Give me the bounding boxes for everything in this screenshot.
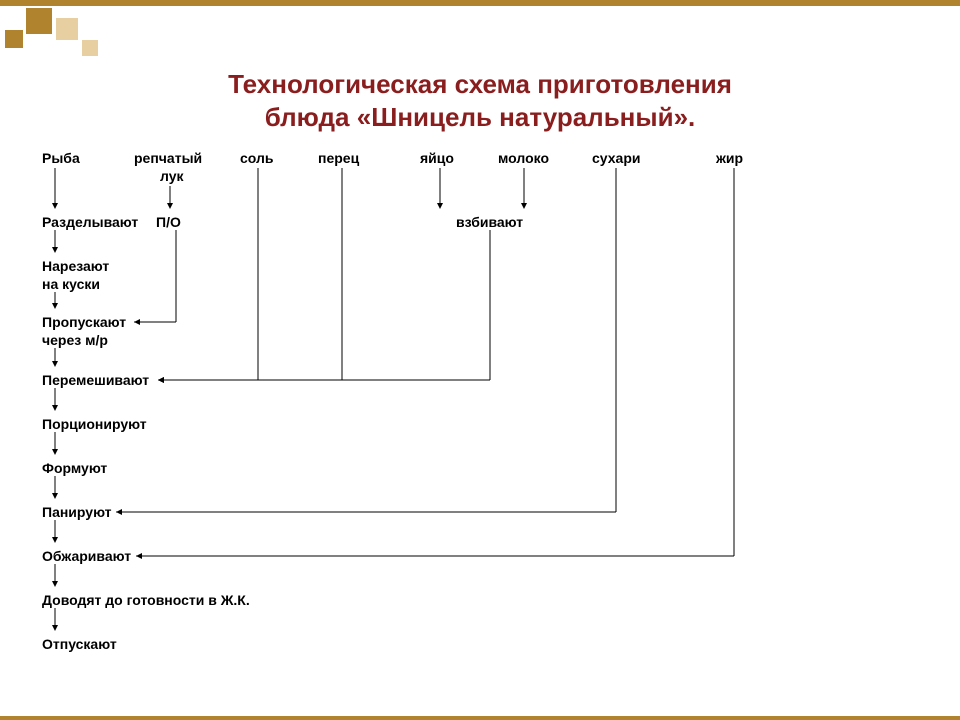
deco-square-3 bbox=[82, 40, 98, 56]
ingredient-onion2: лук bbox=[160, 168, 184, 184]
ingredient-pepper: перец bbox=[318, 150, 359, 166]
step-s1: Разделывают bbox=[42, 214, 138, 230]
deco-square-2 bbox=[56, 18, 78, 40]
step-s2: Нарезают bbox=[42, 258, 109, 274]
step-s4: Перемешивают bbox=[42, 372, 149, 388]
title: Технологическая схема приготовления блюд… bbox=[0, 68, 960, 133]
deco-square-1 bbox=[26, 8, 52, 34]
ingredient-egg: яйцо bbox=[420, 150, 454, 166]
step-s5: Порционируют bbox=[42, 416, 147, 432]
step-s6: Формуют bbox=[42, 460, 107, 476]
deco-bar-top bbox=[0, 0, 960, 6]
step-s3b: через м/р bbox=[42, 332, 108, 348]
ingredient-fat: жир bbox=[716, 150, 743, 166]
title-line-1: Технологическая схема приготовления bbox=[0, 68, 960, 101]
deco-bar-bottom bbox=[0, 716, 960, 720]
ingredient-crumbs: сухари bbox=[592, 150, 640, 166]
mid-whip: взбивают bbox=[456, 214, 523, 230]
ingredient-fish: Рыба bbox=[42, 150, 80, 166]
deco-square-0 bbox=[5, 30, 23, 48]
mid-po: П/О bbox=[156, 214, 181, 230]
step-s8: Обжаривают bbox=[42, 548, 131, 564]
step-s9: Доводят до готовности в Ж.К. bbox=[42, 592, 250, 608]
title-line-2: блюда «Шницель натуральный». bbox=[0, 101, 960, 134]
ingredient-salt: соль bbox=[240, 150, 274, 166]
step-s7: Панируют bbox=[42, 504, 112, 520]
step-s3: Пропускают bbox=[42, 314, 126, 330]
step-s2b: на куски bbox=[42, 276, 100, 292]
step-s10: Отпускают bbox=[42, 636, 117, 652]
flowchart-stage: Технологическая схема приготовления блюд… bbox=[0, 0, 960, 720]
ingredient-milk: молоко bbox=[498, 150, 549, 166]
ingredient-onion1: репчатый bbox=[134, 150, 202, 166]
